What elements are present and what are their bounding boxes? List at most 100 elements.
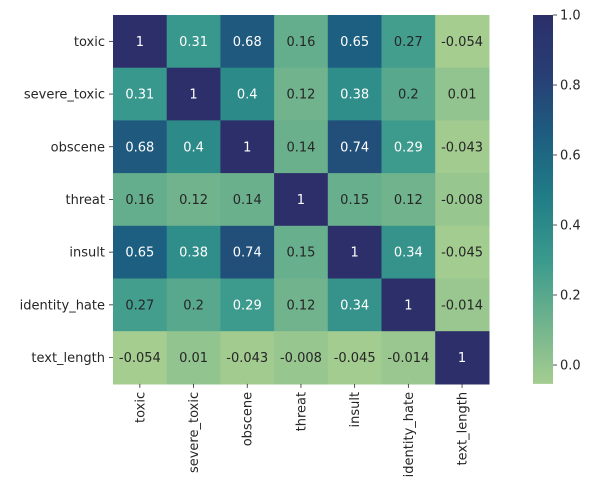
heatmap-cell bbox=[220, 67, 275, 121]
cell-annotation: 0.74 bbox=[340, 140, 369, 155]
y-tick-label: toxic bbox=[74, 35, 105, 50]
x-tick-label: text_length bbox=[456, 392, 471, 466]
heatmap-cell bbox=[274, 173, 329, 227]
y-tick-label: threat bbox=[66, 193, 105, 208]
cell-annotation: -0.054 bbox=[441, 35, 483, 50]
cell-annotation: -0.054 bbox=[119, 351, 161, 366]
x-tick-label: threat bbox=[294, 392, 309, 431]
heatmap-cell bbox=[166, 120, 221, 174]
cell-annotation: 0.65 bbox=[125, 246, 154, 261]
heatmap-cell bbox=[113, 15, 168, 69]
cell-annotation: 0.01 bbox=[179, 351, 208, 366]
cell-annotation: 1 bbox=[243, 140, 251, 155]
heatmap-cell bbox=[435, 225, 490, 280]
heatmap-cell bbox=[113, 278, 168, 332]
heatmap-cell bbox=[220, 331, 275, 385]
heatmap-cell bbox=[220, 173, 275, 227]
heatmap-cell bbox=[220, 278, 275, 332]
y-tick-label: identity_hate bbox=[20, 298, 105, 313]
cell-annotation: 0.12 bbox=[286, 298, 315, 313]
cell-annotation: 0.29 bbox=[394, 140, 423, 155]
cell-annotation: 0.27 bbox=[394, 35, 423, 50]
colorbar-tick-label: 0.8 bbox=[560, 79, 581, 94]
heatmap-cell bbox=[327, 173, 383, 227]
cell-annotation: 1 bbox=[189, 88, 197, 103]
cell-annotation: 0.2 bbox=[398, 88, 419, 103]
x-tick-label: identity_hate bbox=[402, 392, 417, 477]
heatmap-cell bbox=[327, 15, 383, 69]
cell-annotation: 0.68 bbox=[233, 35, 262, 50]
heatmap-cell bbox=[113, 173, 168, 227]
cell-annotation: -0.014 bbox=[387, 351, 429, 366]
cell-annotation: -0.043 bbox=[226, 351, 268, 366]
colorbar-tick-label: 0.6 bbox=[560, 149, 581, 164]
heatmap-cell bbox=[113, 225, 168, 280]
heatmap-cells bbox=[113, 15, 490, 385]
heatmap-cell bbox=[435, 173, 490, 227]
cell-annotation: 0.2 bbox=[183, 298, 204, 313]
heatmap-cell bbox=[327, 278, 383, 332]
cell-annotation: 0.12 bbox=[286, 88, 315, 103]
cell-annotation: 0.14 bbox=[233, 193, 262, 208]
cell-annotation: 0.68 bbox=[125, 140, 154, 155]
cell-annotation: 0.16 bbox=[125, 193, 154, 208]
cell-annotation: 0.15 bbox=[340, 193, 369, 208]
x-tick-label: obscene bbox=[241, 392, 256, 446]
x-axis: toxic severe_toxic obscene threat insult iden… bbox=[133, 383, 471, 477]
colorbar-tick-label: 0.4 bbox=[560, 219, 581, 234]
y-tick-label: severe_toxic bbox=[24, 88, 105, 103]
heatmap-cell bbox=[381, 67, 436, 121]
cell-annotation: 0.12 bbox=[179, 193, 208, 208]
heatmap-cell bbox=[435, 67, 490, 121]
cell-annotation: 0.38 bbox=[179, 246, 208, 261]
heatmap-cell bbox=[274, 278, 329, 332]
heatmap-cell bbox=[381, 173, 436, 227]
heatmap-cell bbox=[166, 15, 221, 69]
y-tick-label: text_length bbox=[31, 351, 105, 366]
cell-annotation: 0.01 bbox=[448, 88, 477, 103]
heatmap-cell bbox=[381, 331, 436, 385]
cell-annotation: 0.16 bbox=[286, 35, 315, 50]
heatmap-cell bbox=[274, 120, 329, 174]
cell-annotation: 0.29 bbox=[233, 298, 262, 313]
heatmap-cell bbox=[166, 225, 221, 280]
heatmap-cell bbox=[166, 67, 221, 121]
cell-annotation: 0.65 bbox=[340, 35, 369, 50]
cell-annotation: 0.15 bbox=[286, 246, 315, 261]
x-tick-label: severe_toxic bbox=[187, 392, 202, 473]
heatmap-cell bbox=[166, 331, 221, 385]
cell-annotation: 0.31 bbox=[125, 88, 154, 103]
cell-annotation: 0.27 bbox=[125, 298, 154, 313]
heatmap-cell bbox=[220, 225, 275, 280]
heatmap-cell bbox=[381, 278, 436, 332]
cell-annotation: -0.008 bbox=[280, 351, 322, 366]
x-tick-label: insult bbox=[348, 392, 363, 428]
cell-annotation: 1 bbox=[404, 298, 412, 313]
x-tick-label: toxic bbox=[133, 392, 148, 423]
heatmap-cell bbox=[220, 15, 275, 69]
heatmap-cell bbox=[327, 331, 383, 385]
heatmap-cell bbox=[327, 120, 383, 174]
heatmap-cell bbox=[327, 225, 383, 280]
colorbar-tick-label: 1.0 bbox=[560, 9, 581, 24]
cell-annotation: -0.014 bbox=[441, 298, 483, 313]
heatmap-cell bbox=[166, 173, 221, 227]
cell-annotation: 0.12 bbox=[394, 193, 423, 208]
cell-annotation: 0.34 bbox=[394, 246, 423, 261]
heatmap-cell bbox=[274, 67, 329, 121]
heatmap-cell bbox=[274, 225, 329, 280]
heatmap-cell bbox=[435, 15, 490, 69]
heatmap-cell bbox=[435, 278, 490, 332]
colorbar-tick-label: 0.2 bbox=[560, 289, 581, 304]
heatmap-cell bbox=[381, 120, 436, 174]
cell-annotation: 0.4 bbox=[183, 140, 204, 155]
y-tick-label: insult bbox=[69, 246, 105, 261]
cell-annotation: 0.38 bbox=[340, 88, 369, 103]
colorbar-gradient bbox=[533, 15, 553, 384]
cell-annotation: 0.14 bbox=[286, 140, 315, 155]
cell-annotation: -0.008 bbox=[441, 193, 483, 208]
heatmap-cell bbox=[113, 331, 168, 385]
cell-annotation: 0.31 bbox=[179, 35, 208, 50]
heatmap-cell bbox=[113, 67, 168, 121]
